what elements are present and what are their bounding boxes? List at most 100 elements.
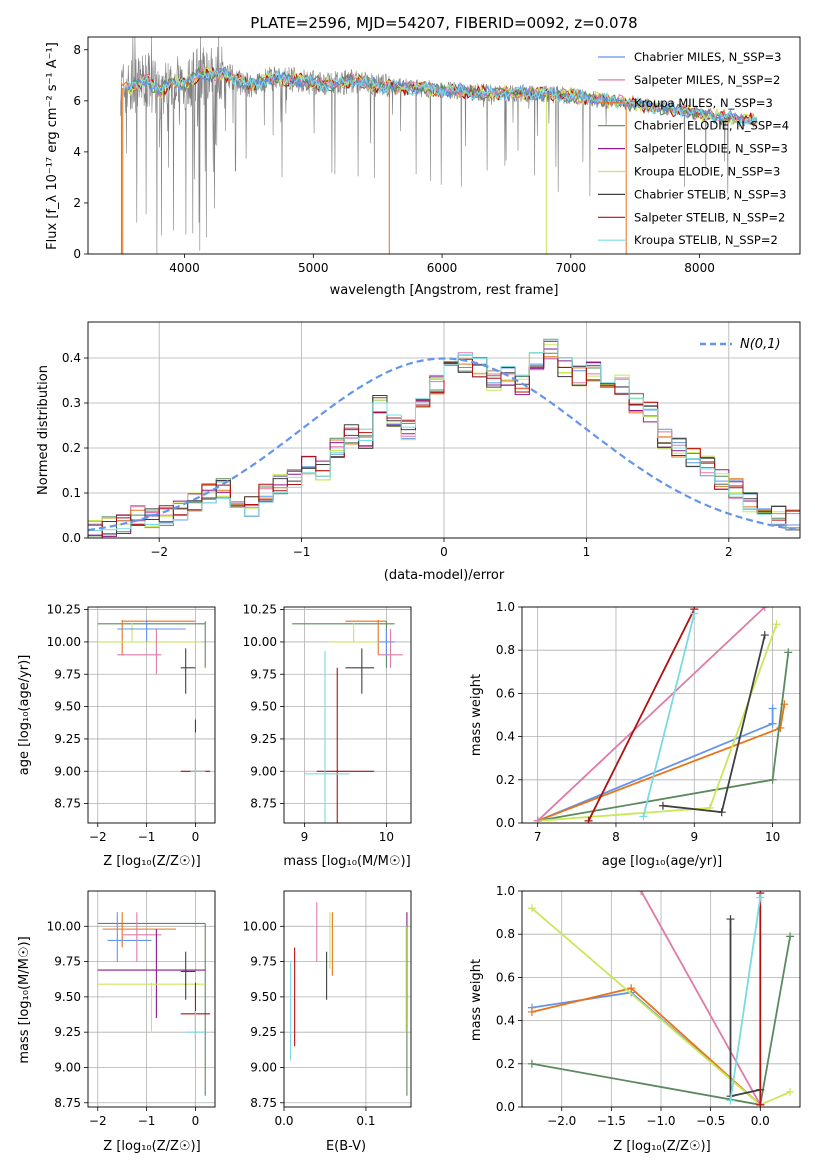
massweight-vs-z-ylabel: mass weight	[469, 959, 484, 1041]
x-tick-label: 2	[725, 545, 733, 559]
x-tick-label: −2	[89, 1114, 107, 1128]
legend-entry-label: Salpeter ELODIE, N_SSP=3	[634, 142, 788, 156]
x-tick-label: 8	[612, 830, 620, 844]
spectrum-model-line	[127, 68, 758, 127]
massweight-point	[637, 891, 646, 895]
y-tick-label: 0.4	[496, 730, 515, 744]
y-tick-label: 8.75	[250, 1096, 277, 1110]
massweight-point	[784, 648, 793, 657]
spectrum-ylabel: Flux [f_λ 10⁻¹⁷ erg cm⁻² s⁻¹ A⁻¹]	[45, 42, 60, 250]
massweight-point	[756, 1100, 765, 1107]
x-tick-label: −0.5	[696, 1114, 725, 1128]
axes-frame	[87, 36, 801, 255]
mass-vs-ebv-panel: 0.0 0.1 8.75 9.00 9.25 9.50 9.75 10.00 E(B-V)	[243, 890, 412, 1154]
massweight-point	[786, 932, 795, 941]
histogram-plot-area: −2 −1 0 1 2 0.0 0.1 0.2 0.3 0.4	[62, 321, 801, 559]
axes-frame	[87, 890, 216, 1108]
x-tick-label: 0	[192, 830, 200, 844]
massweight-point	[658, 801, 667, 810]
massweight-point	[760, 631, 769, 640]
massweight-point	[776, 723, 785, 732]
x-tick-label: −1	[293, 545, 311, 559]
y-tick-label: 9.75	[250, 667, 277, 681]
massweight-point	[768, 775, 777, 784]
histogram-step-line	[88, 338, 800, 531]
y-tick-label: 4	[73, 145, 81, 159]
massweight-point	[584, 816, 593, 823]
histogram-xlabel: (data-model)/error	[384, 568, 505, 583]
y-tick-label: 6	[73, 94, 81, 108]
y-tick-label: 0.3	[62, 396, 81, 410]
y-tick-label: 1.0	[496, 600, 515, 614]
y-tick-label: 0.6	[496, 970, 515, 984]
spectrum-panel: PLATE=2596, MJD=54207, FIBERID=0092, z=0…	[45, 14, 801, 298]
y-tick-label: 9.50	[54, 700, 81, 714]
x-tick-label: 9	[690, 830, 698, 844]
plot-content	[97, 912, 211, 1096]
axes-frame	[521, 606, 801, 824]
massweight-line	[537, 607, 766, 822]
y-tick-label: 9.50	[250, 990, 277, 1004]
age-vs-z-plot-area: −2 −1 0 8.75 9.00 9.25 9.50 9.75 10.00 10.25	[47, 603, 216, 844]
legend-entry-label: Chabrier MILES, N_SSP=3	[634, 50, 781, 64]
spectrum-legend: Chabrier MILES, N_SSP=3 Salpeter MILES, N…	[598, 50, 789, 247]
y-tick-label: 9.00	[54, 1060, 81, 1074]
massweight-point	[756, 893, 765, 902]
age-vs-mass-plot-area: 9 10 8.75 9.00 9.25 9.50 9.75 10.00 10.25	[243, 603, 412, 844]
massweight-vs-age-ylabel: mass weight	[469, 674, 484, 756]
legend-entry-label: Chabrier STELIB, N_SSP=3	[634, 187, 786, 201]
y-tick-label: 9.50	[54, 990, 81, 1004]
axes-frame	[283, 890, 412, 1108]
massweight-point	[768, 719, 777, 728]
y-tick-label: 9.25	[54, 732, 81, 746]
y-tick-label: 0.8	[496, 927, 515, 941]
x-tick-label: 9	[301, 830, 309, 844]
x-tick-label: 4000	[169, 261, 200, 275]
massweight-point	[726, 1096, 735, 1105]
age-vs-z-ylabel: age [log₁₀(age/yr)]	[17, 655, 32, 776]
legend-entry-label: Kroupa STELIB, N_SSP=2	[634, 233, 778, 247]
plot-content	[527, 891, 795, 1107]
massweight-point	[627, 984, 636, 993]
y-tick-label: 0.0	[496, 816, 515, 830]
spectrum-title: PLATE=2596, MJD=54207, FIBERID=0092, z=0…	[250, 14, 637, 32]
massweight-line	[642, 613, 696, 817]
x-tick-label: 1	[583, 545, 591, 559]
mass-vs-ebv-xlabel: E(B-V)	[326, 1139, 366, 1154]
y-tick-label: 10.00	[47, 919, 81, 933]
y-tick-label: 9.00	[250, 1060, 277, 1074]
massweight-point	[786, 1087, 795, 1096]
x-tick-label: 10	[765, 830, 780, 844]
y-tick-label: 0.2	[496, 773, 515, 787]
x-tick-label: −1.0	[646, 1114, 675, 1128]
mass-vs-z-panel: −2 −1 0 8.75 9.00 9.25 9.50 9.75 10.00 Z [log₁₀(…	[17, 890, 216, 1154]
y-tick-label: 0.1	[62, 486, 81, 500]
spectrum-plot-area: 4000 5000 6000 7000 8000 0 2 4 6 8	[73, 36, 801, 275]
massweight-vs-age-plot-area: 7 8 9 10 0.0 0.2 0.4 0.6 0.8 1.0	[496, 600, 801, 844]
y-tick-label: 2	[73, 196, 81, 210]
massweight-vs-z-plot-area: −2.0 −1.5 −1.0 −0.5 0.0 0.0 0.2 0.4 0.6 0.8 1.0	[496, 884, 801, 1128]
plot-content	[533, 607, 793, 823]
x-tick-label: −1	[138, 1114, 156, 1128]
massweight-point	[527, 1059, 536, 1068]
massweight-line	[587, 608, 696, 822]
x-tick-label: −2	[89, 830, 107, 844]
mass-vs-ebv-plot-area: 0.0 0.1 8.75 9.00 9.25 9.50 9.75 10.00	[243, 890, 412, 1128]
massweight-point	[768, 704, 777, 713]
massweight-point	[527, 1007, 536, 1016]
massweight-point	[772, 620, 781, 629]
y-tick-label: 0.6	[496, 686, 515, 700]
x-tick-label: 0	[192, 1114, 200, 1128]
mass-vs-z-plot-area: −2 −1 0 8.75 9.00 9.25 9.50 9.75 10.00	[47, 890, 216, 1128]
y-tick-label: 9.00	[54, 764, 81, 778]
y-tick-label: 10.25	[243, 603, 277, 617]
y-tick-label: 8.75	[54, 797, 81, 811]
y-tick-label: 10.00	[243, 635, 277, 649]
spectrum-xlabel: wavelength [Angstrom, rest frame]	[330, 283, 559, 298]
x-tick-label: 7	[534, 830, 542, 844]
legend-entry-label: Salpeter MILES, N_SSP=2	[634, 73, 780, 87]
normal-curve	[88, 357, 800, 532]
plot-content	[290, 902, 408, 1096]
plot-content	[119, 37, 758, 254]
massweight-vs-age-panel: 7 8 9 10 0.0 0.2 0.4 0.6 0.8 1.0 age [log₁₀(age/y…	[469, 600, 801, 869]
